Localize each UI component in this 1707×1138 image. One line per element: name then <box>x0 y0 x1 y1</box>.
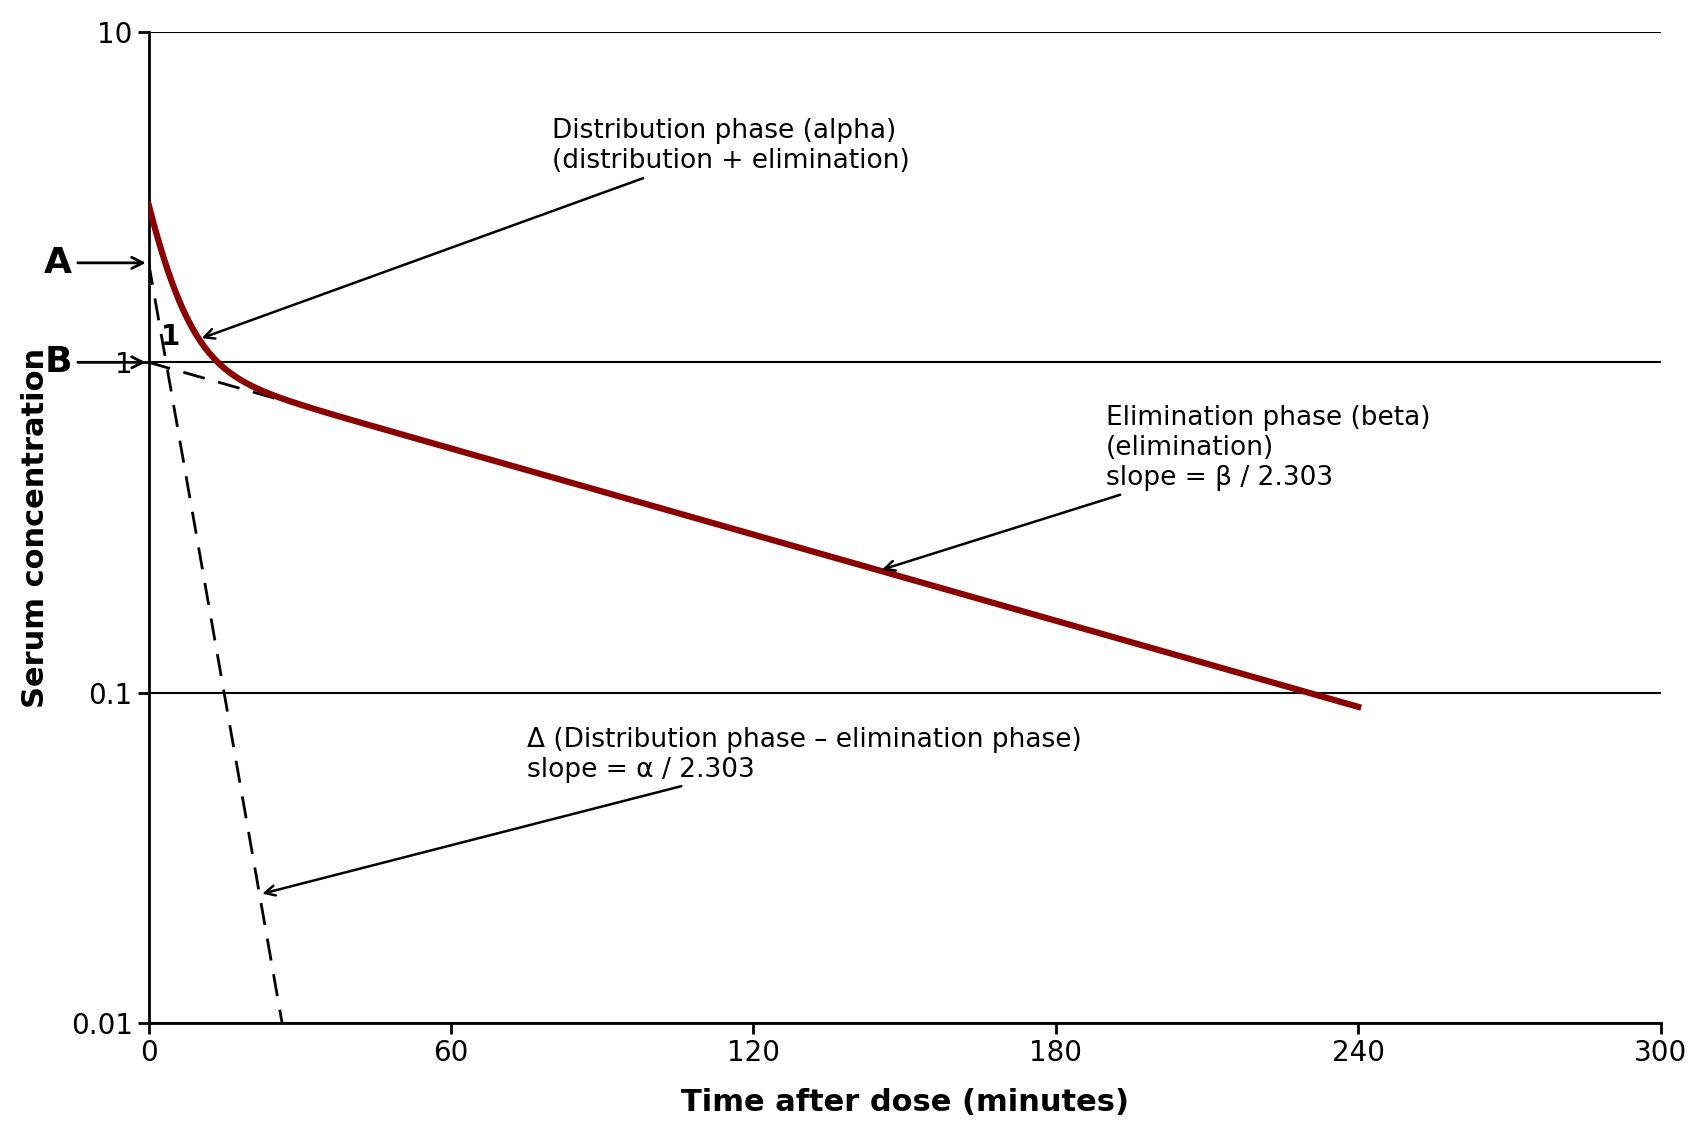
Text: A: A <box>44 246 143 280</box>
X-axis label: Time after dose (minutes): Time after dose (minutes) <box>679 1088 1128 1118</box>
Text: 1: 1 <box>160 323 181 352</box>
Y-axis label: Serum concentration: Serum concentration <box>20 347 50 708</box>
Text: Δ (Distribution phase – elimination phase)
slope = α / 2.303: Δ (Distribution phase – elimination phas… <box>265 727 1081 896</box>
Text: Distribution phase (alpha)
(distribution + elimination): Distribution phase (alpha) (distribution… <box>205 118 910 338</box>
Text: Elimination phase (beta)
(elimination)
slope = β / 2.303: Elimination phase (beta) (elimination) s… <box>884 405 1430 570</box>
Text: B: B <box>44 345 143 379</box>
